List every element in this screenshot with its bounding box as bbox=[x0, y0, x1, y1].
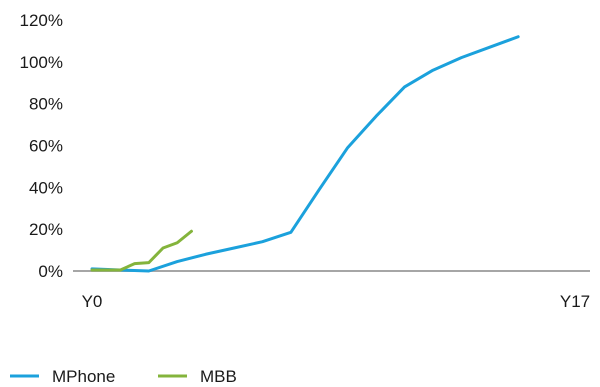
legend-label-mphone: MPhone bbox=[52, 367, 115, 386]
y-tick-label: 60% bbox=[29, 137, 63, 156]
series-line-mbb bbox=[92, 231, 191, 270]
legend: MPhone MBB bbox=[10, 367, 237, 386]
y-tick-label: 120% bbox=[20, 11, 63, 30]
x-axis-ticks: Y0 Y17 bbox=[82, 292, 591, 311]
y-tick-label: 80% bbox=[29, 95, 63, 114]
y-tick-label: 40% bbox=[29, 178, 63, 197]
x-tick-label: Y17 bbox=[560, 292, 590, 311]
x-tick-label: Y0 bbox=[82, 292, 103, 311]
legend-label-mbb: MBB bbox=[200, 367, 237, 386]
series-line-mphone bbox=[92, 37, 518, 271]
y-axis-ticks: 0% 20% 40% 60% 80% 100% 120% bbox=[20, 11, 63, 281]
y-tick-label: 0% bbox=[38, 262, 63, 281]
y-tick-label: 20% bbox=[29, 220, 63, 239]
y-tick-label: 100% bbox=[20, 53, 63, 72]
series-layer bbox=[92, 37, 518, 271]
